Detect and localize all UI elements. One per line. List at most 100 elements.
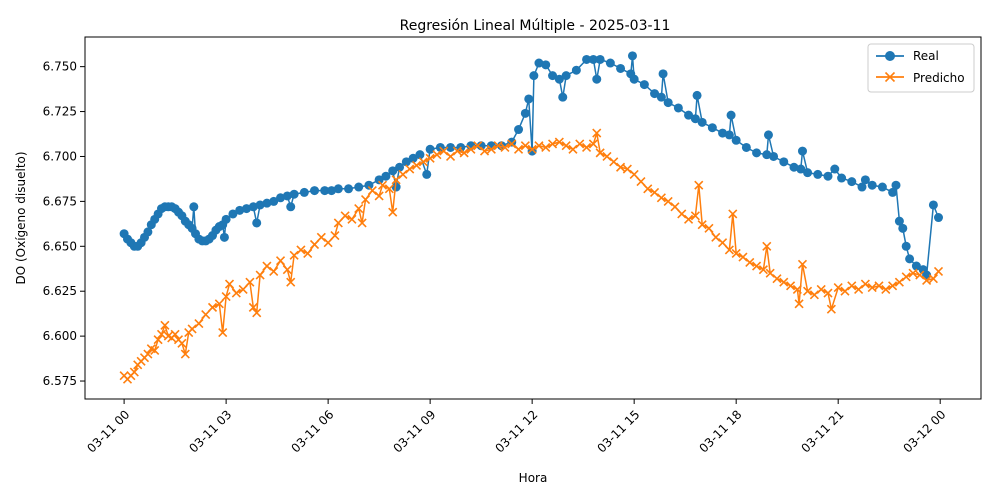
data-point [218, 327, 228, 338]
y-tick-label: 6.575 [43, 374, 77, 388]
data-point [741, 142, 751, 152]
data-point [391, 175, 401, 185]
data-point [888, 187, 898, 197]
legend: Real Predicho [867, 43, 975, 93]
data-point [656, 92, 666, 102]
data-point [333, 184, 343, 194]
data-point [432, 150, 442, 160]
data-point [629, 74, 639, 84]
data-point [615, 162, 626, 172]
data-point [823, 171, 833, 181]
data-point [333, 218, 343, 228]
data-point [221, 214, 231, 224]
data-point [180, 349, 190, 359]
data-point [692, 90, 702, 100]
data-point [286, 277, 296, 287]
data-point [616, 63, 626, 73]
data-point [466, 144, 476, 154]
data-point [663, 98, 673, 108]
data-point [381, 171, 391, 181]
data-point [411, 160, 422, 171]
data-point [276, 193, 286, 203]
data-point [344, 184, 354, 194]
data-point [704, 223, 714, 233]
legend-real-label: Real [913, 49, 939, 63]
data-point [558, 92, 568, 102]
data-point [354, 204, 364, 214]
data-point [425, 153, 435, 163]
data-point [636, 177, 646, 187]
data-point [316, 232, 326, 242]
data-point [794, 299, 804, 309]
data-point [422, 169, 432, 179]
data-point [561, 71, 571, 81]
data-point [575, 139, 585, 149]
data-point [374, 191, 384, 201]
data-point [718, 128, 728, 138]
data-point [639, 80, 649, 90]
data-point [724, 245, 734, 255]
data-point [854, 284, 864, 294]
data-point [731, 135, 741, 145]
y-tick-label: 6.625 [43, 284, 77, 298]
data-point [649, 187, 660, 197]
data-point [605, 58, 615, 68]
data-point [252, 218, 262, 228]
data-point [340, 211, 350, 221]
data-point [769, 151, 779, 161]
data-point [224, 279, 235, 289]
data-point [452, 146, 462, 156]
data-point [797, 259, 808, 269]
plot-frame [84, 36, 982, 400]
data-point [354, 182, 364, 192]
data-point [269, 196, 279, 206]
data-point [238, 284, 248, 294]
data-point [357, 218, 367, 228]
data-point [219, 232, 229, 242]
data-point [928, 274, 938, 284]
data-point [330, 230, 340, 241]
data-point [840, 286, 850, 296]
data-point [541, 60, 551, 70]
data-point [439, 146, 449, 156]
data-point [571, 65, 581, 75]
data-point [796, 164, 806, 174]
data-point [177, 338, 187, 348]
data-point [888, 281, 898, 291]
data-point [905, 254, 915, 264]
legend-predicho-label: Predicho [913, 71, 965, 85]
data-point [323, 238, 333, 248]
data-point [289, 250, 299, 260]
data-point [765, 268, 775, 278]
data-point [731, 248, 741, 259]
data-point [762, 150, 772, 160]
x-axis-label: Hora [519, 471, 548, 485]
data-point [602, 151, 612, 162]
y-tick-label: 6.675 [43, 194, 77, 208]
data-point [255, 270, 265, 280]
data-point [561, 141, 571, 151]
data-point [248, 202, 258, 212]
data-point [500, 142, 510, 153]
data-point [189, 202, 199, 212]
data-point [867, 180, 877, 190]
data-point [534, 58, 544, 68]
data-point [922, 275, 932, 285]
data-point [588, 139, 598, 149]
data-point [275, 256, 286, 266]
data-point [360, 195, 371, 205]
data-point [797, 146, 807, 156]
data-point [493, 141, 503, 151]
legend-x-marker [884, 71, 896, 83]
data-point [684, 110, 694, 120]
data-point [867, 283, 877, 293]
data-point [296, 245, 306, 255]
data-point [548, 71, 558, 81]
data-point [803, 286, 813, 296]
data-point [405, 164, 415, 174]
data-point [738, 252, 748, 262]
data-point [826, 304, 836, 314]
data-point [877, 182, 887, 192]
data-point [622, 164, 632, 174]
